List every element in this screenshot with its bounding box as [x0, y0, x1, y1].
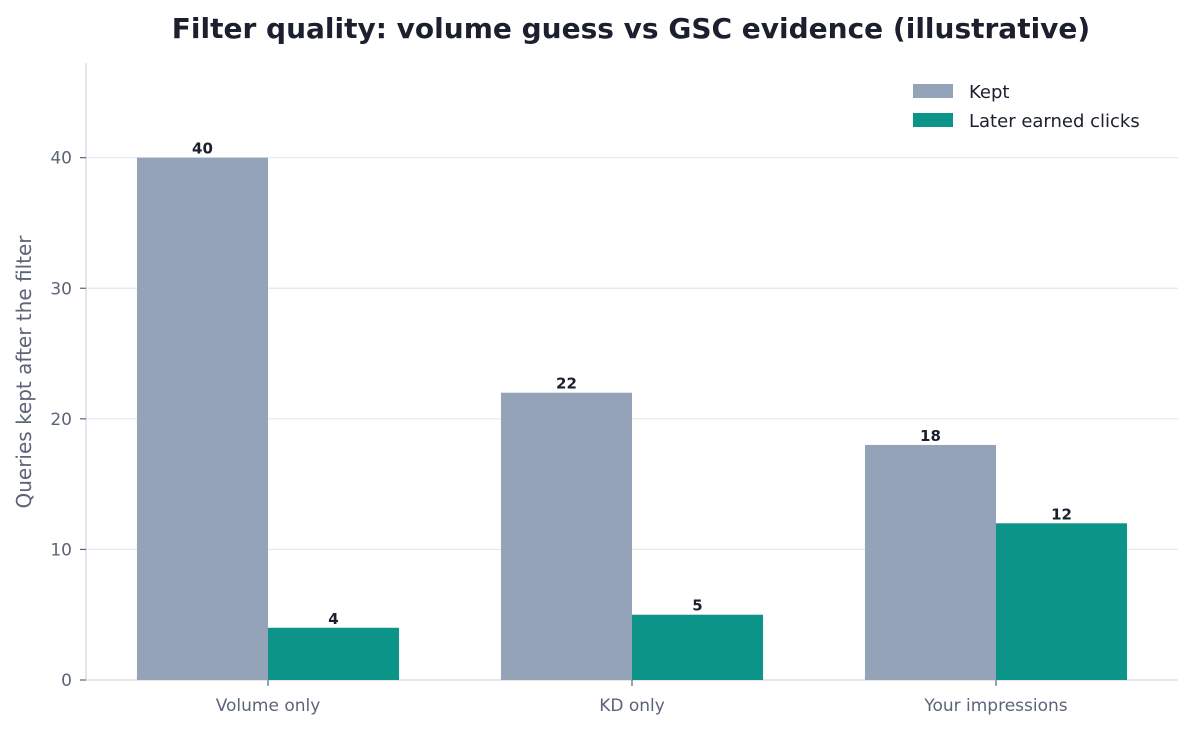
- bar-later-earned-clicks: [268, 627, 400, 680]
- chart-title: Filter quality: volume guess vs GSC evid…: [172, 12, 1090, 45]
- legend-label: Later earned clicks: [969, 111, 1140, 132]
- y-tick-label: 0: [61, 671, 72, 691]
- x-axis-ticks: Volume only KD only Your impressions: [216, 680, 1068, 716]
- y-tick-label: 20: [50, 410, 72, 430]
- value-label: 5: [692, 597, 702, 615]
- x-tick-label: Volume only: [216, 696, 321, 716]
- y-tick-label: 30: [50, 279, 72, 299]
- y-axis-ticks: 0 10 20 30 40: [50, 149, 86, 691]
- x-tick-label: Your impressions: [923, 696, 1067, 716]
- legend-swatch: [913, 113, 953, 127]
- value-label: 22: [556, 375, 577, 393]
- y-tick-label: 10: [50, 540, 72, 560]
- value-labels: 40 4 22 5 18 12: [192, 140, 1072, 628]
- bars: [136, 157, 1128, 681]
- x-tick-label: KD only: [599, 696, 665, 716]
- y-axis-label: Queries kept after the filter: [12, 235, 36, 509]
- legend-label: Kept: [969, 82, 1009, 103]
- legend: Kept Later earned clicks: [913, 82, 1140, 132]
- bar-later-earned-clicks: [632, 614, 764, 680]
- value-label: 4: [328, 610, 338, 628]
- value-label: 12: [1051, 505, 1072, 523]
- y-tick-label: 40: [50, 149, 72, 169]
- value-label: 18: [920, 427, 941, 445]
- legend-swatch: [913, 84, 953, 98]
- bar-kept: [864, 444, 996, 680]
- bar-kept: [136, 157, 268, 681]
- value-label: 40: [192, 140, 213, 158]
- bar-later-earned-clicks: [996, 523, 1128, 680]
- bar-kept: [500, 392, 632, 680]
